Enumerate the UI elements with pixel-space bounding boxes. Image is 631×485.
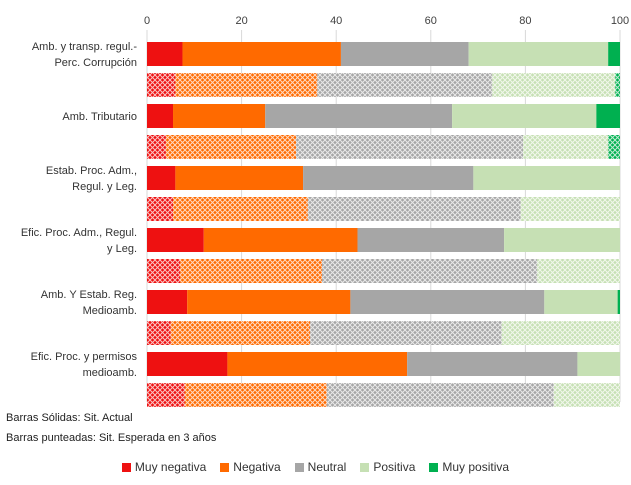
bar-segment-actual bbox=[468, 42, 609, 66]
bar-segment-actual bbox=[608, 42, 620, 66]
bar-segment-expected bbox=[295, 135, 524, 159]
bar-segment-expected bbox=[501, 321, 620, 345]
bar-segment-actual bbox=[227, 352, 408, 376]
bar-segment-actual bbox=[147, 166, 176, 190]
legend-swatch bbox=[429, 462, 439, 472]
bar-segment-expected bbox=[520, 197, 620, 221]
category-label: Amb. y transp. regul.-Perc. Corrupción bbox=[32, 41, 137, 69]
category-label: Estab. Proc. Adm., Regul. y Leg. bbox=[46, 165, 137, 193]
bar-segment-expected bbox=[553, 383, 620, 407]
legend-item-negativa: Negativa bbox=[220, 460, 281, 474]
bar-segment-actual bbox=[147, 352, 228, 376]
bar-segment-expected bbox=[492, 73, 616, 97]
bar-segment-actual bbox=[473, 166, 620, 190]
bar-segment-actual bbox=[357, 228, 505, 252]
note-solid-bars: Barras Sólidas: Sit. Actual bbox=[6, 412, 133, 424]
bar-segment-actual bbox=[504, 228, 620, 252]
legend-item-neutral: Neutral bbox=[294, 460, 347, 474]
x-axis-ticks: 0 20 40 60 80 100 bbox=[144, 15, 629, 27]
x-tick-label: 80 bbox=[519, 15, 531, 27]
legend-swatch bbox=[360, 462, 370, 472]
bar-segment-expected bbox=[180, 259, 323, 283]
legend-swatch bbox=[220, 462, 230, 472]
bar-segment-expected bbox=[310, 321, 502, 345]
legend-label: Muy negativa bbox=[134, 460, 207, 474]
bar-segment-expected bbox=[615, 73, 620, 97]
bar-segment-expected bbox=[170, 321, 311, 345]
legend-label: Neutral bbox=[307, 460, 347, 474]
bar-segment-expected bbox=[307, 197, 521, 221]
bar-segment-expected bbox=[608, 135, 620, 159]
legend-item-muy-positiva: Muy positiva bbox=[429, 460, 509, 474]
bar-segment-actual bbox=[147, 290, 188, 314]
legend-label: Muy positiva bbox=[442, 460, 510, 474]
category-label: Amb. Tributario bbox=[62, 111, 137, 123]
bar-segment-expected bbox=[326, 383, 554, 407]
category-label: Efic. Proc. Adm., Regul. y Leg. bbox=[21, 227, 137, 255]
bar-segment-expected bbox=[537, 259, 620, 283]
bar-segment-actual bbox=[182, 42, 341, 66]
bar-segment-actual bbox=[340, 42, 469, 66]
bar-segment-expected bbox=[147, 135, 166, 159]
x-tick-label: 100 bbox=[611, 15, 629, 27]
bar-segment-expected bbox=[317, 73, 493, 97]
bar-segment-actual bbox=[596, 104, 620, 128]
bar-segment-actual bbox=[147, 42, 183, 66]
bar-segment-actual bbox=[577, 352, 620, 376]
category-label: Efic. Proc. y permisos medioamb. bbox=[31, 351, 138, 379]
bar-segment-expected bbox=[147, 259, 181, 283]
legend-label: Positiva bbox=[373, 460, 416, 474]
bar-segment-expected bbox=[523, 135, 609, 159]
bar-segment-expected bbox=[165, 135, 296, 159]
bar-segment-actual bbox=[350, 290, 545, 314]
x-tick-label: 0 bbox=[144, 15, 150, 27]
bar-segment-expected bbox=[147, 197, 174, 221]
bar-segment-actual bbox=[175, 166, 304, 190]
y-axis-labels: Amb. y transp. regul.-Perc. Corrupción Am… bbox=[21, 41, 138, 379]
legend: Muy negativa Negativa Neutral Positiva M… bbox=[0, 460, 631, 474]
legend-item-muy-negativa: Muy negativa bbox=[121, 460, 207, 474]
bar-segment-expected bbox=[147, 321, 171, 345]
bar-segment-expected bbox=[173, 197, 308, 221]
bar-segment-actual bbox=[203, 228, 358, 252]
bar-segment-actual bbox=[452, 104, 597, 128]
x-tick-label: 60 bbox=[425, 15, 437, 27]
bar-segment-expected bbox=[147, 383, 185, 407]
bars bbox=[147, 42, 620, 407]
x-tick-label: 20 bbox=[235, 15, 247, 27]
category-label: Amb. Y Estab. Reg. Medioamb. bbox=[41, 289, 137, 317]
legend-swatch bbox=[121, 462, 131, 472]
legend-swatch bbox=[294, 462, 304, 472]
bar-segment-expected bbox=[175, 73, 318, 97]
legend-label: Negativa bbox=[233, 460, 281, 474]
bar-segment-actual bbox=[265, 104, 453, 128]
bar-segment-actual bbox=[147, 228, 204, 252]
legend-item-positiva: Positiva bbox=[360, 460, 415, 474]
bar-segment-actual bbox=[617, 290, 620, 314]
note-dotted-bars: Barras punteadas: Sit. Esperada en 3 año… bbox=[6, 432, 217, 444]
bar-segment-expected bbox=[322, 259, 538, 283]
bar-segment-actual bbox=[544, 290, 618, 314]
x-tick-label: 40 bbox=[330, 15, 342, 27]
bar-segment-expected bbox=[147, 73, 176, 97]
bar-segment-actual bbox=[407, 352, 578, 376]
bar-segment-actual bbox=[173, 104, 266, 128]
bar-segment-actual bbox=[147, 104, 174, 128]
bar-segment-expected bbox=[184, 383, 327, 407]
bar-segment-actual bbox=[187, 290, 351, 314]
bar-segment-actual bbox=[303, 166, 474, 190]
